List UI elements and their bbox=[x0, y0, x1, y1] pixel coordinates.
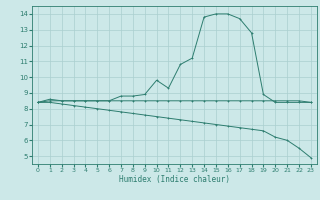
X-axis label: Humidex (Indice chaleur): Humidex (Indice chaleur) bbox=[119, 175, 230, 184]
